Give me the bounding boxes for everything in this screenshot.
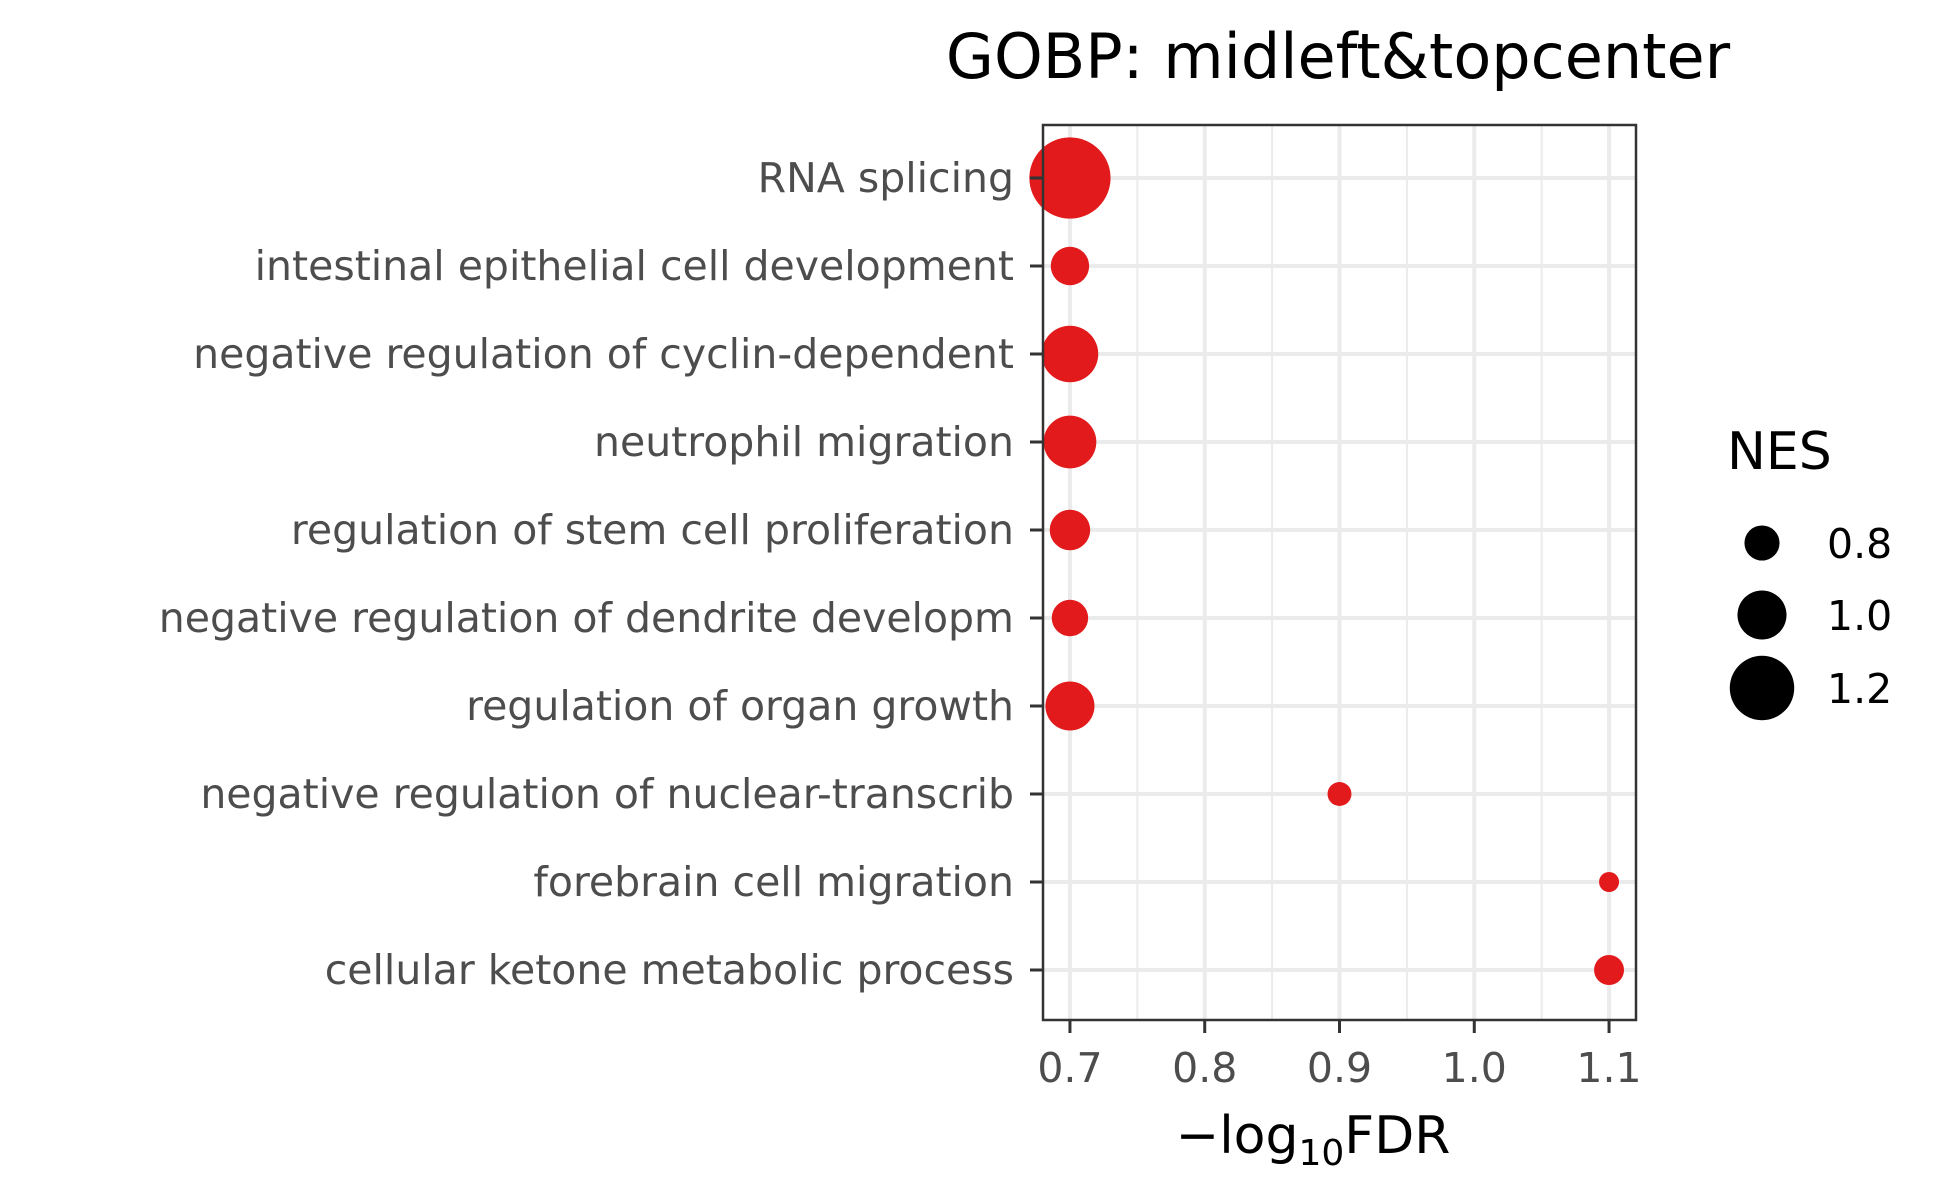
data-point — [1599, 872, 1620, 892]
category-label: intestinal epithelial cell development — [255, 242, 1014, 290]
legend-key — [1744, 525, 1780, 561]
category-label: negative regulation of dendrite developm — [159, 594, 1014, 642]
legend-key — [1729, 655, 1795, 721]
x-tick-label: 0.9 — [1307, 1044, 1372, 1092]
legend: NES 0.8 1.0 1.2 — [1727, 422, 1892, 721]
y-axis: RNA splicing intestinal epithelial cell d… — [159, 154, 1043, 994]
category-label: negative regulation of nuclear-transcrib — [200, 770, 1014, 818]
data-point — [1051, 599, 1089, 637]
data-point — [1043, 415, 1097, 469]
chart-title: GOBP: midleft&topcenter — [946, 20, 1731, 93]
legend-key — [1737, 590, 1787, 640]
category-label: negative regulation of cyclin-dependent — [193, 330, 1014, 378]
data-point — [1045, 681, 1095, 731]
x-axis-label: −log10FDR — [1176, 1106, 1451, 1174]
data-point — [1029, 137, 1111, 219]
x-tick-label: 0.7 — [1037, 1044, 1102, 1092]
data-point — [1327, 782, 1352, 806]
legend-label: 1.0 — [1827, 592, 1892, 640]
legend-label: 0.8 — [1827, 520, 1892, 568]
category-label: cellular ketone metabolic process — [325, 946, 1014, 994]
x-tick-label: 1.1 — [1576, 1044, 1641, 1092]
x-tick-label: 0.8 — [1172, 1044, 1237, 1092]
category-label: regulation of stem cell proliferation — [291, 506, 1014, 554]
category-label: regulation of organ growth — [466, 682, 1014, 730]
x-tick-label: 1.0 — [1442, 1044, 1507, 1092]
x-axis-label-subscript: 10 — [1298, 1133, 1344, 1174]
data-point — [1594, 955, 1625, 985]
category-label: RNA splicing — [758, 154, 1014, 202]
plot-panel — [1029, 123, 1638, 1022]
legend-label: 1.2 — [1827, 665, 1892, 713]
category-label: neutrophil migration — [594, 418, 1014, 466]
data-point — [1041, 325, 1099, 383]
data-point — [1049, 509, 1091, 551]
x-axis-label-suffix: FDR — [1344, 1106, 1450, 1166]
data-point — [1050, 246, 1090, 286]
category-label: forebrain cell migration — [533, 858, 1014, 906]
legend-title: NES — [1727, 422, 1832, 482]
x-axis: 0.7 0.8 0.9 1.0 1.1 — [1037, 1020, 1642, 1092]
x-axis-label-prefix: −log — [1176, 1106, 1299, 1166]
